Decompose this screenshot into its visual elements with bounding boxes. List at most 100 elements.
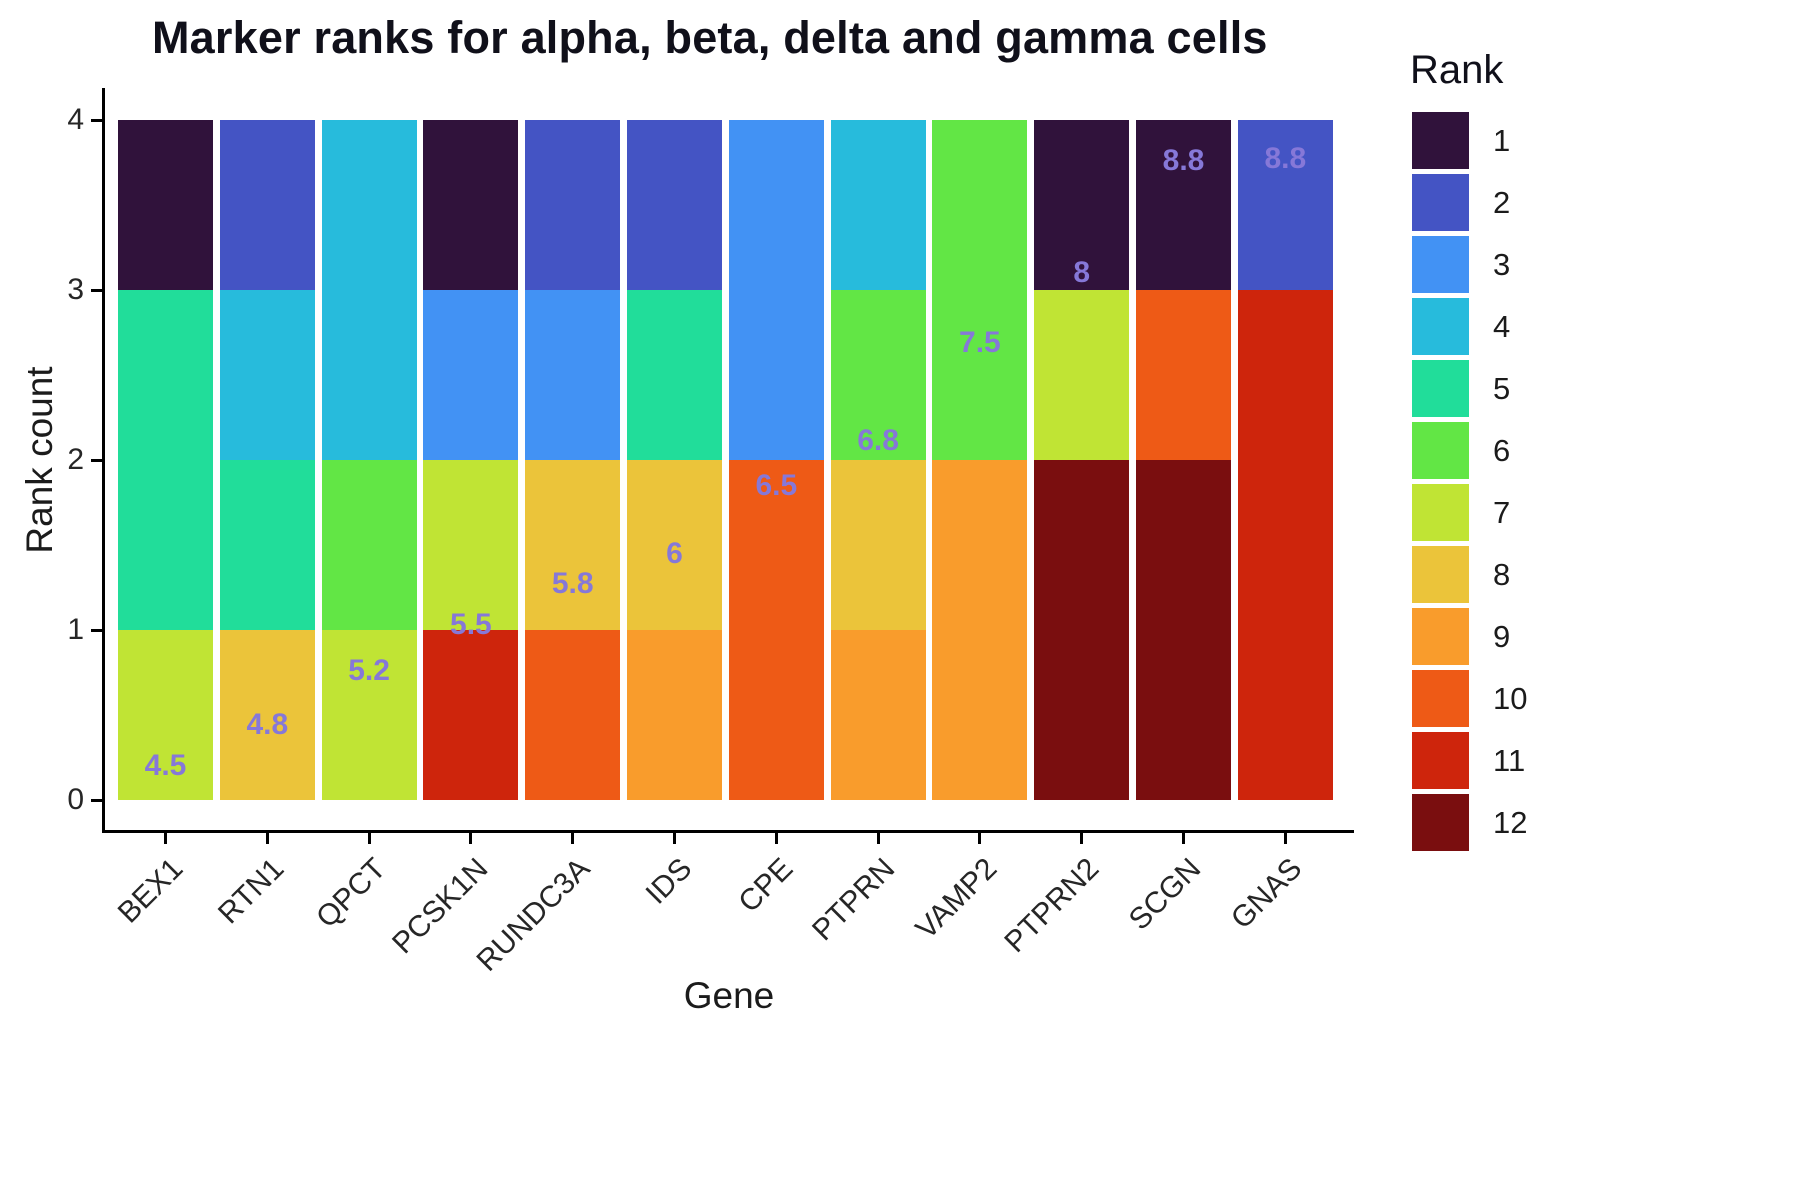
bar-gnas: 8.8: [1237, 120, 1333, 800]
bar-segment-rank-3: [728, 120, 824, 290]
y-tick-label: 2: [67, 443, 84, 476]
bar-segment-rank-8: [219, 630, 315, 800]
bar-segment-rank-11: [1237, 460, 1333, 630]
bar-segment-rank-1: [118, 120, 213, 290]
legend-swatch-rank-9: [1412, 608, 1469, 665]
bar-value-label: 8.8: [1162, 143, 1205, 177]
x-tick-mark: [571, 833, 575, 844]
y-tick-mark: [91, 798, 103, 802]
bar-segment-rank-9: [932, 460, 1028, 630]
bar-ptprn2: 8: [1034, 120, 1130, 800]
bar-segment-rank-8: [525, 460, 621, 630]
bar-pcsk1n: 5.5: [423, 120, 519, 800]
bar-segment-rank-1: [423, 120, 519, 290]
bar-segment-rank-11: [1237, 290, 1333, 460]
bar-segment-rank-2: [525, 120, 621, 290]
bar-segment-rank-12: [1136, 460, 1231, 630]
bar-segment-rank-4: [830, 120, 926, 290]
bar-segment-rank-4: [321, 290, 417, 460]
x-tick-mark: [774, 833, 778, 844]
legend-title: Rank: [1410, 48, 1504, 92]
bar-segment-rank-6: [321, 460, 417, 630]
bar-value-label: 8.8: [1264, 142, 1307, 176]
bar-rundc3a: 5.8: [525, 120, 621, 800]
bar-segment-rank-5: [219, 460, 315, 630]
legend-entry-label: 5: [1493, 371, 1511, 406]
legend-entry-label: 8: [1493, 557, 1511, 592]
bar-segment-rank-2: [1237, 120, 1333, 290]
bar-segment-rank-6: [830, 290, 926, 460]
x-tick-mark: [469, 833, 473, 844]
legend-entry-label: 3: [1493, 247, 1511, 282]
bar-segment-rank-8: [627, 460, 722, 630]
legend-entry-label: 2: [1493, 185, 1511, 220]
bar-value-label: 4.5: [144, 749, 187, 782]
y-tick-label: 4: [67, 103, 84, 136]
bar-segment-rank-7: [423, 460, 519, 630]
bar-scgn: 8.8: [1136, 120, 1231, 800]
bar-value-label: 5.5: [450, 607, 492, 641]
bar-rtn1: 4.8: [219, 120, 315, 800]
bar-segment-rank-12: [1034, 460, 1130, 630]
legend-entry-label: 12: [1493, 805, 1528, 840]
x-tick-mark: [164, 833, 167, 844]
bar-vamp2: 7.5: [932, 120, 1028, 800]
y-tick-label: 1: [67, 613, 84, 646]
legend-swatch-rank-11: [1412, 732, 1469, 789]
legend-entry-label: 9: [1493, 619, 1511, 654]
y-tick-label: 0: [67, 783, 84, 816]
chart-title: Marker ranks for alpha, beta, delta and …: [152, 12, 1268, 63]
bar-qpct: 5.2: [321, 120, 417, 800]
bar-segment-rank-10: [1136, 290, 1231, 460]
x-axis-line: [102, 830, 1354, 833]
legend-entry-label: 1: [1493, 123, 1511, 158]
legend-swatch-rank-1: [1412, 112, 1469, 169]
legend-swatch-rank-4: [1412, 298, 1469, 355]
bar-segment-rank-3: [525, 290, 621, 460]
legend-entry-label: 7: [1493, 495, 1511, 530]
bar-value-label: 8: [1073, 256, 1091, 289]
legend-swatch-rank-6: [1412, 422, 1469, 479]
x-tick-mark: [978, 833, 982, 844]
bar-cpe: 6.5: [728, 120, 824, 800]
bar-segment-rank-12: [1034, 630, 1130, 800]
bar-bex1: 4.5: [118, 120, 213, 800]
bar-segment-rank-9: [830, 630, 926, 800]
x-tick-mark: [876, 833, 880, 844]
legend-entry-label: 11: [1493, 743, 1526, 778]
bar-segment-rank-6: [932, 120, 1028, 290]
bar-segment-rank-7: [321, 630, 417, 800]
bar-segment-rank-9: [627, 630, 722, 800]
legend-swatch-rank-8: [1412, 546, 1469, 603]
bar-segment-rank-2: [219, 120, 315, 290]
legend-swatch-rank-10: [1412, 670, 1469, 727]
bar-segment-rank-11: [1237, 630, 1333, 800]
bar-ptprn: 6.8: [830, 120, 926, 800]
bar-segment-rank-4: [321, 120, 417, 290]
bar-segment-rank-11: [423, 630, 519, 800]
y-tick-mark: [91, 458, 103, 462]
bar-segment-rank-2: [627, 120, 722, 290]
bar-segment-rank-8: [830, 460, 926, 630]
legend-swatch-rank-7: [1412, 484, 1469, 541]
bar-segment-rank-1: [1034, 120, 1130, 290]
bar-value-label: 7.5: [959, 325, 1001, 359]
bar-segment-rank-10: [728, 460, 824, 630]
bar-segment-rank-4: [219, 290, 315, 460]
legend-swatch-rank-5: [1412, 360, 1469, 417]
y-tick-mark: [91, 628, 103, 632]
bar-value-label: 6.5: [755, 468, 798, 502]
y-tick-label: 3: [67, 273, 84, 306]
y-axis-line: [102, 88, 105, 833]
legend-swatch-rank-12: [1412, 794, 1469, 851]
bar-segment-rank-6: [932, 290, 1028, 460]
legend-swatch-rank-2: [1412, 174, 1469, 231]
bar-segment-rank-5: [118, 290, 213, 460]
bar-value-label: 6.8: [857, 424, 899, 458]
legend-swatch-rank-3: [1412, 236, 1469, 293]
legend-entry-label: 4: [1493, 309, 1511, 344]
bar-segment-rank-7: [118, 630, 213, 800]
